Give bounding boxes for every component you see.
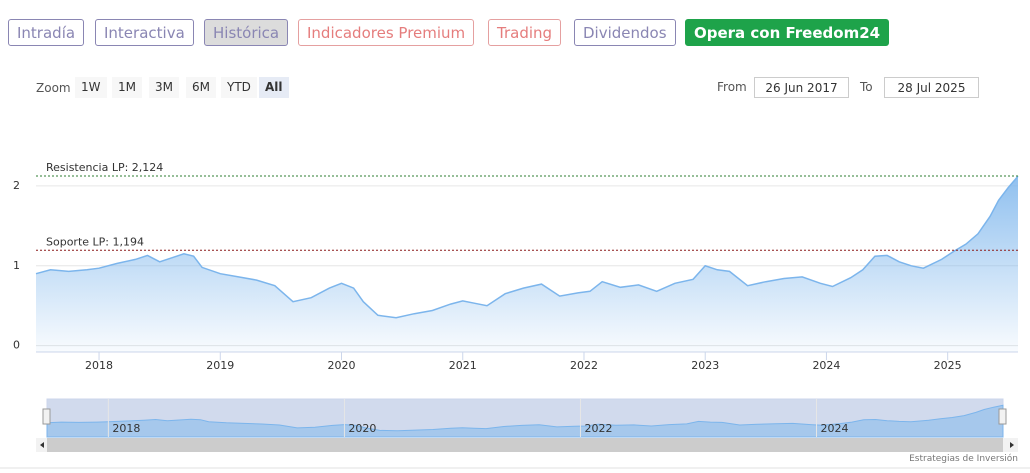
tab[interactable]: Interactiva (95, 19, 194, 46)
footer: Estrategias de Inversión (909, 454, 1018, 464)
tab[interactable]: Histórica (204, 19, 289, 46)
zoom-label: Zoom (36, 81, 71, 95)
tab[interactable]: Dividendos (574, 19, 676, 46)
from-input[interactable]: 26 Jun 2017 (754, 77, 849, 98)
x-tick-label: 2020 (328, 359, 356, 372)
plot-line-label: Soporte LP: 1,194 (46, 235, 144, 248)
scrollbar-arrow (40, 442, 44, 448)
y-tick-label: 2 (13, 179, 20, 192)
tab[interactable]: Trading (488, 19, 562, 46)
x-tick-label: 2025 (934, 359, 962, 372)
line (35, 175, 1019, 319)
navigator-label: 2018 (112, 422, 140, 435)
x-tick-label: 2024 (812, 359, 840, 372)
x-tick-label: 2023 (691, 359, 719, 372)
x-tick-label: 2021 (449, 359, 477, 372)
x-tick-label: 2019 (206, 359, 234, 372)
plot-line-label: Resistencia LP: 2,124 (46, 161, 163, 174)
zoom-button[interactable]: 3M (149, 77, 179, 98)
zoom-button[interactable]: YTD (221, 77, 257, 98)
scrollbar-thumb[interactable] (47, 438, 1003, 452)
tab[interactable]: Opera con Freedom24 (685, 19, 890, 46)
zoom-button[interactable]: All (259, 77, 289, 98)
area (36, 176, 1018, 352)
navigator-area (46, 404, 1004, 438)
tab[interactable]: Intradía (8, 19, 85, 46)
navigator-handle[interactable] (42, 408, 51, 425)
x-tick-label: 2022 (570, 359, 598, 372)
to-label: To (860, 80, 873, 94)
navigator-label: 2024 (821, 422, 849, 435)
zoom-button[interactable]: 1M (112, 77, 142, 98)
tab[interactable]: Indicadores Premium (298, 19, 475, 46)
from-label: From (717, 80, 747, 94)
y-tick-label: 1 (13, 259, 20, 272)
navigator-label: 2022 (584, 422, 612, 435)
zoom-button[interactable]: 1W (75, 77, 107, 98)
y-tick-label: 0 (13, 339, 20, 352)
x-tick-label: 2018 (85, 359, 113, 372)
navigator-handle[interactable] (998, 408, 1007, 425)
to-input[interactable]: 28 Jul 2025 (884, 77, 979, 98)
scrollbar-arrow (1010, 442, 1014, 448)
zoom-button[interactable]: 6M (186, 77, 216, 98)
navigator-label: 2020 (348, 422, 376, 435)
